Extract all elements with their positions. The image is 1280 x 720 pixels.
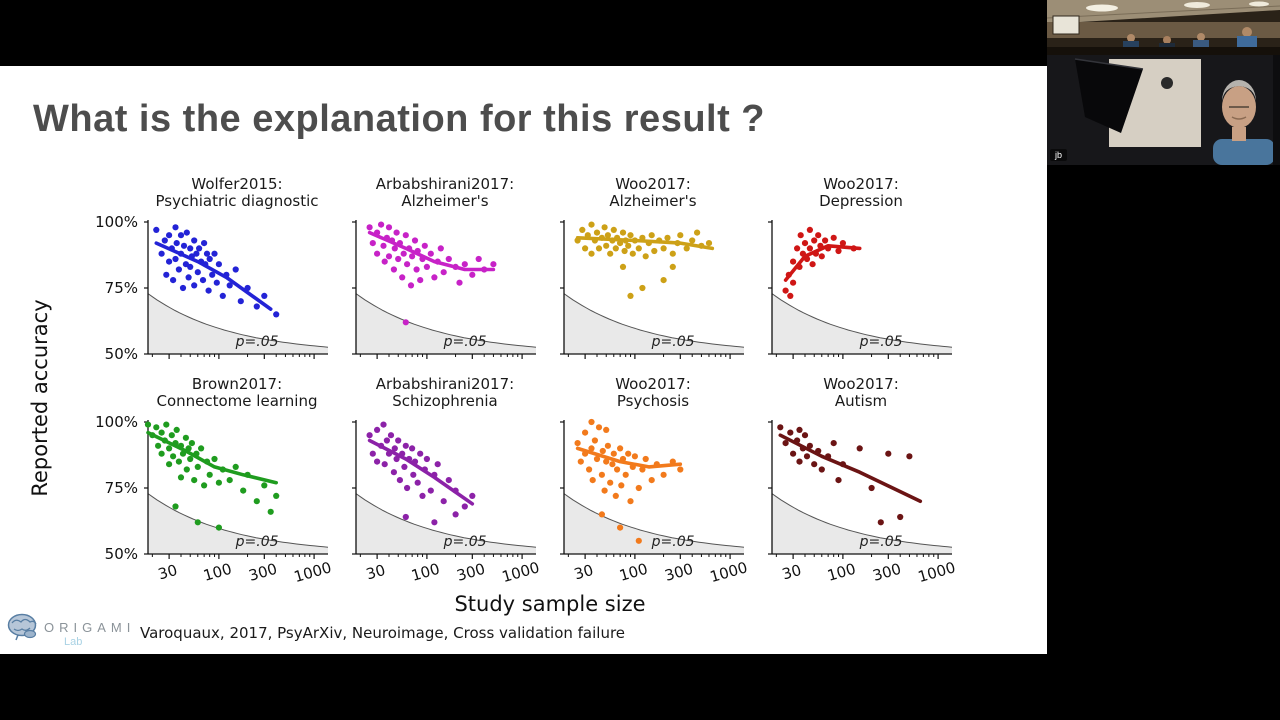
foreground-table [1047, 47, 1280, 55]
y-tick-label: 50% [104, 545, 138, 563]
svg-text:p=.05: p=.05 [443, 334, 487, 350]
logo-subtext: Lab [64, 636, 83, 648]
svg-text:1000: 1000 [708, 558, 750, 586]
svg-text:300: 300 [247, 560, 279, 585]
logo-text: ORIGAMI [44, 620, 136, 635]
scatter-panel-psychosis: 30 100 300 1000 p=.05 [560, 418, 750, 586]
scatter-panel-psychiatric-diagnostic: p=.05 [144, 220, 329, 359]
panel-title-connectome-learning: Brown2017: Connectome learning [156, 375, 318, 410]
svg-text:p=.05: p=.05 [235, 334, 279, 350]
svg-text:p=.05: p=.05 [651, 334, 695, 350]
shared-slide: What is the explanation for this result … [0, 66, 1047, 654]
y-tick-label: 50% [104, 345, 138, 363]
panel-title-depression: Woo2017: Depression [819, 175, 903, 210]
panel-title-schizophrenia: Arbabshirani2017: Schizophrenia [375, 375, 515, 410]
y-tick-label: 100% [95, 213, 138, 231]
y-tick-label: 75% [104, 479, 138, 497]
ceiling-light-icon [1249, 1, 1269, 7]
scatter-panel-connectome-learning: 30 100 300 1000 p=.05 [144, 420, 334, 586]
svg-text:30: 30 [364, 561, 387, 584]
panel-title-psychosis: Woo2017: Psychosis [615, 375, 691, 410]
projection-screen [1052, 15, 1080, 35]
participant-badge: jb [1050, 149, 1068, 161]
back-wall [1047, 22, 1280, 38]
svg-text:p=.05: p=.05 [443, 534, 487, 550]
svg-text:30: 30 [780, 561, 803, 584]
origami-lab-logo: ORIGAMI Lab [6, 612, 136, 648]
speaker-camera-feed [1047, 55, 1280, 165]
svg-text:30: 30 [156, 561, 179, 584]
svg-text:300: 300 [663, 560, 695, 585]
x-axis-title: Study sample size [454, 592, 646, 616]
svg-text:100: 100 [201, 560, 233, 585]
y-tick-label: 100% [95, 413, 138, 431]
citation: Varoquaux, 2017, PsyArXiv, Neuroimage, C… [140, 624, 626, 642]
panel-title-autism: Woo2017: Autism [823, 375, 899, 410]
video-thumbnail-room[interactable] [1047, 0, 1280, 55]
panel-title-alzheimers-arbabshirani: Arbabshirani2017: Alzheimer's [375, 175, 515, 210]
svg-text:p=.05: p=.05 [859, 334, 903, 350]
svg-text:100: 100 [825, 560, 857, 585]
svg-text:1000: 1000 [500, 558, 542, 586]
svg-text:1000: 1000 [916, 558, 958, 586]
y-tick-label: 75% [104, 279, 138, 297]
monitor-silhouette [1075, 59, 1143, 133]
scatter-panel-alzheimers-woo: p=.05 [560, 220, 745, 359]
svg-text:100: 100 [617, 560, 649, 585]
svg-text:p=.05: p=.05 [235, 534, 279, 550]
wall-fixture [1161, 77, 1173, 89]
scatter-panel-schizophrenia: 30 100 300 1000 p=.05 [352, 420, 542, 586]
brain-icon [7, 613, 37, 641]
svg-text:100: 100 [409, 560, 441, 585]
ceiling-light-icon [1184, 2, 1210, 8]
scatter-panel-alzheimers-arbabshirani: p=.05 [352, 220, 537, 359]
svg-text:p=.05: p=.05 [859, 534, 903, 550]
svg-text:p=.05: p=.05 [651, 534, 695, 550]
svg-text:300: 300 [455, 560, 487, 585]
video-thumbnail-speaker[interactable]: jb [1047, 55, 1280, 165]
scatter-panel-depression: p=.05 [768, 220, 953, 359]
slide-title: What is the explanation for this result … [33, 98, 766, 140]
panel-title-psychiatric-diagnostic: Wolfer2015: Psychiatric diagnostic [155, 175, 319, 210]
y-axis-title: Reported accuracy [28, 299, 52, 497]
svg-text:1000: 1000 [292, 558, 334, 586]
ceiling-light-icon [1086, 4, 1118, 12]
room-camera-feed [1047, 0, 1280, 55]
speaker-person [1213, 80, 1275, 165]
panel-title-alzheimers-woo: Woo2017: Alzheimer's [609, 175, 697, 210]
scatter-panel-autism: 30 100 300 1000 p=.05 [768, 420, 958, 586]
svg-text:300: 300 [871, 560, 903, 585]
svg-text:30: 30 [572, 561, 595, 584]
